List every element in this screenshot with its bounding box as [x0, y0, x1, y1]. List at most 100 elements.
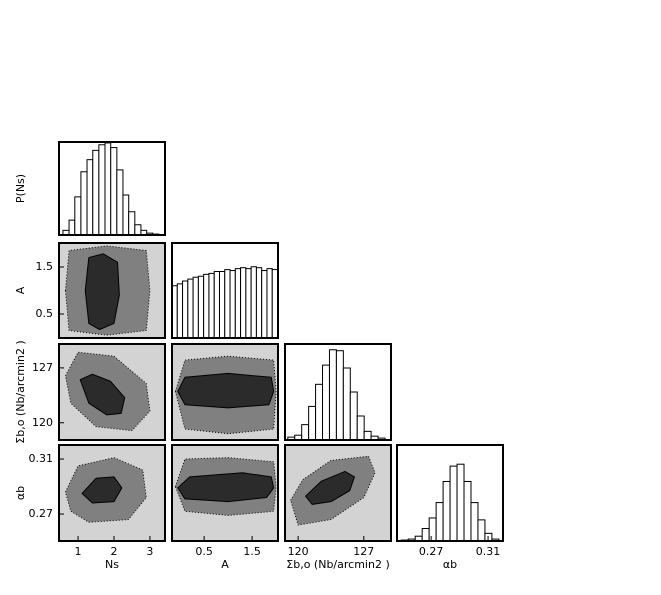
histogram-bar	[442, 480, 451, 542]
contour-region	[81, 476, 123, 504]
histogram-bar	[463, 480, 472, 542]
panel-frame	[171, 343, 279, 441]
histogram-bar	[261, 270, 268, 339]
x-tick-label: 0.5	[195, 545, 213, 558]
panel	[171, 343, 279, 441]
histogram-bar	[328, 349, 337, 441]
histogram-bar	[308, 405, 317, 441]
contour-region	[79, 373, 126, 416]
histogram-bar	[335, 350, 344, 441]
histogram-bar	[363, 430, 372, 441]
histogram-bar	[449, 465, 458, 542]
panel-frame	[58, 141, 166, 236]
histogram-bar	[349, 391, 358, 441]
histogram-bar	[122, 194, 130, 236]
contour-region	[84, 253, 120, 331]
histogram-bar	[98, 144, 106, 236]
panel: 0.5 1.5 A	[14, 242, 166, 339]
x-axis-label: A	[221, 558, 229, 571]
histogram-bar	[104, 142, 112, 236]
panel	[171, 242, 279, 339]
histogram-bar	[322, 364, 330, 441]
histogram-bar	[208, 272, 215, 339]
histogram-bar	[245, 268, 252, 339]
x-tick-label: 0.31	[476, 545, 501, 558]
x-tick-label: 3	[146, 545, 153, 558]
histogram-bar	[470, 502, 479, 542]
x-tick-label: 2	[110, 545, 117, 558]
x-tick-label: 0.27	[419, 545, 444, 558]
contour-region	[177, 372, 275, 409]
histogram-bar	[428, 517, 437, 542]
contour-region	[177, 472, 275, 503]
y-tick-label: 0.31	[29, 452, 54, 465]
panel: 1 2 3 0.27 0.31 Ns αb	[14, 444, 166, 571]
panel: 120 127 Σb,o (Nb/arcmin2 )	[14, 340, 166, 444]
x-tick-label: 1.5	[243, 545, 261, 558]
y-tick-label: 0.5	[36, 307, 54, 320]
panel: 0.5 1.5 A	[171, 444, 279, 571]
x-tick-label: 127	[353, 545, 374, 558]
histogram-bar	[255, 267, 263, 339]
histogram-bar	[301, 424, 310, 441]
panel-frame	[396, 444, 504, 542]
histogram-bar	[182, 280, 189, 339]
histogram-bar	[421, 528, 430, 542]
histogram-bar	[197, 275, 205, 339]
panel-frame	[171, 444, 279, 542]
histogram-bar	[116, 169, 124, 236]
contour-region	[305, 470, 355, 505]
panel	[284, 343, 392, 441]
y-axis-label: A	[14, 286, 27, 294]
histogram-bar	[240, 267, 247, 339]
x-axis-label: Ns	[105, 558, 119, 571]
histogram-bar	[342, 367, 351, 441]
histogram-bar	[86, 159, 94, 236]
histogram-bar	[74, 196, 82, 236]
y-axis-label: Σb,o (Nb/arcmin2 )	[14, 340, 27, 443]
y-tick-label: 0.27	[29, 507, 54, 520]
histogram-bar	[435, 502, 444, 542]
histogram-bar	[234, 268, 242, 339]
panel-frame	[171, 242, 279, 339]
histogram-bar	[68, 219, 76, 236]
histogram-bar	[266, 268, 273, 339]
histogram-bar	[218, 271, 226, 339]
x-axis-label: Σb,o (Nb/arcmin2 )	[286, 558, 389, 571]
histogram-bar	[315, 383, 324, 441]
panel: 0.27 0.31 αb	[396, 444, 504, 571]
x-tick-label: 1	[75, 545, 82, 558]
y-axis-label: αb	[14, 486, 27, 500]
histogram-bar	[456, 463, 465, 542]
histogram-bar	[110, 147, 118, 236]
panel-frame	[58, 242, 166, 339]
histogram-bar	[250, 266, 257, 339]
histogram-bar	[176, 283, 184, 339]
panel-frame	[58, 444, 166, 542]
histogram-bar	[356, 415, 365, 441]
histogram-bar	[128, 211, 136, 236]
histogram-bar	[229, 270, 236, 339]
y-axis-label: P(Ns)	[14, 174, 27, 203]
y-tick-label: 127	[32, 361, 53, 374]
histogram-bar	[477, 519, 486, 542]
histogram-bar	[213, 271, 220, 339]
panel-frame	[284, 343, 392, 441]
panel-frame	[284, 444, 392, 542]
histogram-bar	[271, 269, 279, 339]
y-tick-label: 1.5	[36, 260, 54, 273]
histogram-bar	[224, 269, 231, 339]
histogram-bar	[80, 171, 88, 236]
x-axis-label: αb	[443, 558, 457, 571]
x-tick-label: 120	[288, 545, 309, 558]
histogram-bar	[187, 278, 194, 339]
histogram-bar	[92, 149, 100, 236]
y-tick-label: 120	[32, 416, 53, 429]
panel-frame	[58, 343, 166, 441]
histogram-bar	[192, 276, 199, 339]
panel: P(Ns)	[14, 141, 166, 236]
histogram-bar	[203, 273, 210, 339]
